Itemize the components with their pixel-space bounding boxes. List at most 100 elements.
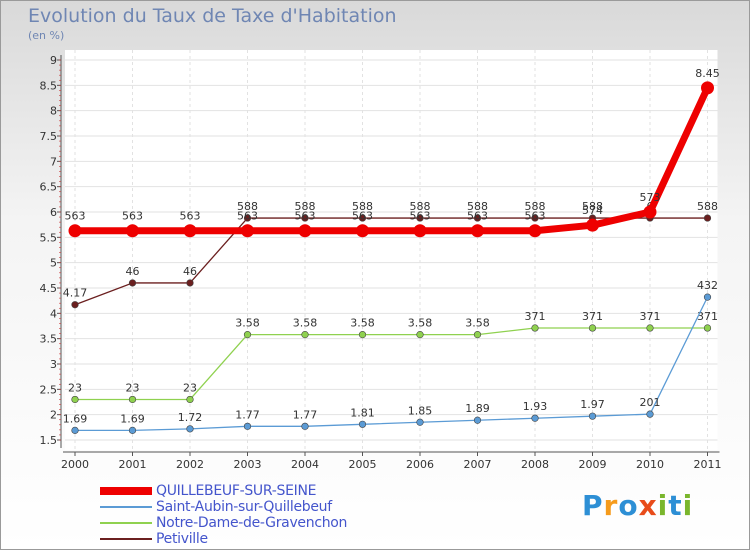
data-label: 1.89 [465,402,490,415]
data-point [186,425,194,433]
data-label: 563 [180,210,201,223]
data-point [588,412,597,420]
data-point [243,214,252,222]
x-tick-label: 2002 [176,458,204,471]
data-label: 563 [410,210,431,223]
proxiti-logo: Proxiti [582,489,693,522]
data-point [531,324,539,332]
y-axis-unit: (en %) [28,29,65,42]
x-tick-label: 2001 [119,458,147,471]
data-point [531,414,539,422]
data-point [358,420,367,428]
data-label: 3.58 [408,317,433,330]
data-point [243,422,252,430]
data-label: 432 [697,279,718,292]
data-label: 1.69 [120,412,145,425]
data-point [473,416,482,424]
y-tick-label: 3.5 [40,333,58,346]
logo-letter: P [582,489,604,522]
data-point [471,224,484,238]
data-point [646,324,654,332]
data-point [186,395,194,404]
y-tick-label: 9 [50,54,57,67]
data-point [528,224,542,238]
legend-swatch [100,522,152,524]
data-point [473,331,482,339]
data-point [241,224,254,238]
series-line [75,86,711,235]
data-point [301,422,309,430]
data-label: 574 [582,204,603,217]
data-point [298,224,312,238]
data-point [301,331,309,339]
y-tick-label: 7 [50,155,57,168]
data-point [703,293,712,301]
data-label: 588 [237,200,258,213]
logo-letter: i [657,489,669,522]
data-label: 371 [525,310,546,323]
data-point [416,331,424,339]
data-label: 588 [525,200,546,213]
data-label: 588 [352,200,373,213]
data-label: 371 [640,310,661,323]
data-label: 1.77 [293,408,318,421]
legend-swatch [100,487,152,495]
data-label: 3.58 [465,317,490,330]
y-tick-label: 8 [50,105,57,118]
logo-letter: t [668,489,683,522]
data-point [701,81,714,95]
logo-letter: x [638,489,658,522]
data-label: 563 [122,210,143,223]
data-point [643,205,657,219]
data-point [183,224,197,238]
data-point [646,410,654,418]
data-point [588,324,597,332]
data-point [416,418,424,426]
data-label: 4.17 [63,287,88,300]
data-label: 371 [582,310,603,323]
data-point [531,214,539,222]
data-label: 23 [68,381,82,394]
data-point [703,214,712,222]
data-point [71,301,79,309]
legend-label: Petiville [156,531,208,547]
data-label: 8.45 [695,67,720,80]
x-tick-label: 2011 [694,458,722,471]
data-point [358,331,367,339]
data-point [416,214,424,222]
data-label: 588 [410,200,431,213]
legend-label: QUILLEBEUF-SUR-SEINE [156,483,317,499]
data-point [128,279,137,287]
data-label: 23 [183,381,197,394]
data-label: 3.58 [350,317,375,330]
logo-letter: r [603,489,619,522]
logo-letter: o [618,489,639,522]
data-point [301,214,309,222]
data-label: 1.97 [580,398,605,411]
data-label: 588 [467,200,488,213]
data-label: 1.93 [523,400,548,413]
data-label: 201 [640,396,661,409]
data-label: 588 [582,200,603,213]
y-tick-label: 4.5 [40,282,58,295]
plot-area [65,50,718,450]
data-point [413,224,427,238]
data-label: 588 [295,200,316,213]
y-tick-label: 2 [50,409,57,422]
y-tick-label: 4 [50,307,57,320]
x-tick-label: 2009 [579,458,607,471]
data-label: 1.72 [178,411,203,424]
data-label: 1.81 [350,406,375,419]
logo-letter: i [682,489,694,522]
data-label: 23 [126,381,140,394]
y-tick-label: 6.5 [40,181,58,194]
data-point [243,331,252,339]
legend-swatch [100,538,152,540]
data-point [586,218,599,232]
data-label: 563 [467,210,488,223]
y-tick-label: 7.5 [40,130,58,143]
data-label: 563 [295,210,316,223]
data-label: 563 [65,210,86,223]
y-tick-label: 1.5 [40,434,58,447]
